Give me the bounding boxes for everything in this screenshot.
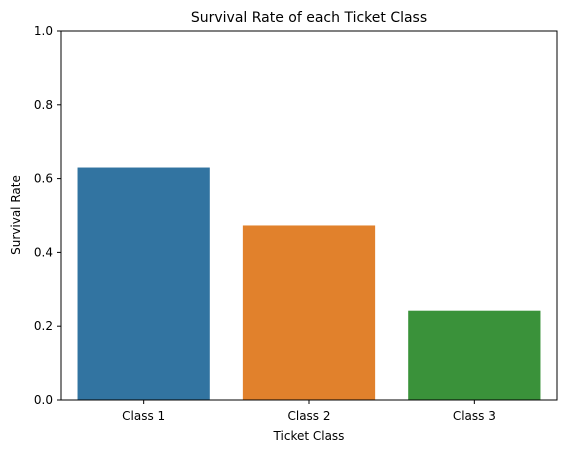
x-tick-label: Class 2 <box>287 409 330 423</box>
x-axis-label: Ticket Class <box>273 429 345 443</box>
bar-1 <box>77 167 210 400</box>
y-tick-label: 1.0 <box>34 24 53 38</box>
y-tick-label: 0.2 <box>34 319 53 333</box>
x-ticks-group: Class 1 Class 2 Class 3 <box>122 400 496 423</box>
y-axis-label: Survival Rate <box>9 175 23 255</box>
chart-title: Survival Rate of each Ticket Class <box>191 10 427 26</box>
bar-2 <box>242 225 376 400</box>
bar-3 <box>408 310 541 400</box>
x-tick-label: Class 3 <box>453 409 496 423</box>
y-tick-label: 0.4 <box>34 245 53 259</box>
y-ticks-group: 0.0 0.2 0.4 0.6 0.8 1.0 <box>34 24 61 407</box>
y-tick-label: 0.6 <box>34 172 53 186</box>
x-tick-label: Class 1 <box>122 409 165 423</box>
y-tick-label: 0.8 <box>34 98 53 112</box>
bars-group <box>77 167 541 400</box>
y-tick-label: 0.0 <box>34 393 53 407</box>
plot-frame <box>60 30 558 401</box>
